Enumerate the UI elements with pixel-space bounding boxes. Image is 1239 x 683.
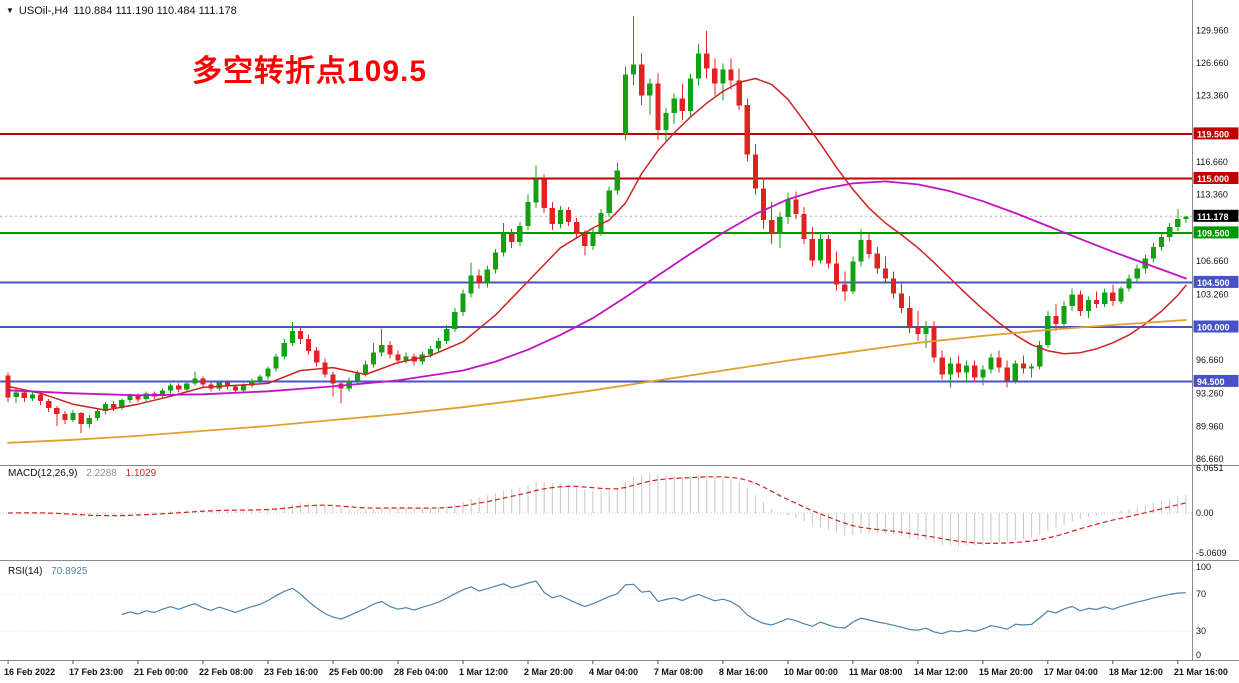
svg-text:115.000: 115.000: [1197, 174, 1229, 184]
macd-panel-layer: [0, 472, 1192, 546]
svg-text:21 Mar 16:00: 21 Mar 16:00: [1174, 667, 1228, 677]
svg-text:16 Feb 2022: 16 Feb 2022: [4, 667, 55, 677]
svg-text:129.960: 129.960: [1196, 25, 1229, 35]
svg-text:116.660: 116.660: [1196, 157, 1228, 167]
ohlc-values: 110.884 111.190 110.484 111.178: [73, 5, 237, 17]
macd-indicator-label: MACD(12,26,9) 2.2288 1.1029: [8, 468, 156, 479]
ma-mid-line[interactable]: [7, 180, 1187, 397]
svg-text:22 Feb 08:00: 22 Feb 08:00: [199, 667, 253, 677]
svg-text:2 Mar 20:00: 2 Mar 20:00: [524, 667, 573, 677]
svg-text:100: 100: [1196, 562, 1211, 572]
svg-text:11 Mar 08:00: 11 Mar 08:00: [849, 667, 903, 677]
annotation-text[interactable]: 多空转折点109.5: [192, 55, 428, 88]
svg-text:6.0651: 6.0651: [1196, 463, 1224, 473]
svg-text:7 Mar 08:00: 7 Mar 08:00: [654, 667, 703, 677]
indicator-axes: 6.0651 0.00 -5.0609 100 70 30 0: [1196, 463, 1227, 660]
time-axis[interactable]: 16 Feb 2022 17 Feb 23:00 21 Feb 00:00 22 Fe…: [4, 660, 1228, 678]
svg-text:17 Feb 23:00: 17 Feb 23:00: [69, 667, 123, 677]
svg-text:0.00: 0.00: [1196, 508, 1214, 518]
svg-text:17 Mar 04:00: 17 Mar 04:00: [1044, 667, 1098, 677]
svg-text:126.660: 126.660: [1196, 58, 1229, 68]
macd-signal-value: 1.1029: [125, 468, 157, 479]
chart-title: ▼ USOil-,H4 110.884 111.190 110.484 111.…: [6, 5, 237, 17]
current-price-badge: [1193, 209, 1239, 222]
price-badge: [1193, 275, 1239, 288]
ma-fast-line[interactable]: [7, 77, 1187, 411]
price-badge: [1193, 374, 1239, 387]
svg-text:111.178: 111.178: [1197, 212, 1229, 222]
rsi-line: [121, 580, 1186, 635]
svg-text:1 Mar 12:00: 1 Mar 12:00: [459, 667, 508, 677]
svg-text:104.500: 104.500: [1197, 278, 1230, 288]
price-badge: [1193, 172, 1239, 184]
symbol-period-label: USOil-,H4: [18, 5, 69, 17]
svg-text:96.660: 96.660: [1196, 355, 1224, 365]
price-badge: [1193, 226, 1239, 239]
svg-text:10 Mar 00:00: 10 Mar 00:00: [784, 667, 838, 677]
horizontal-lines-layer[interactable]: [0, 132, 1192, 383]
svg-text:109.500: 109.500: [1197, 228, 1230, 238]
ma-slow-line[interactable]: [7, 319, 1187, 444]
svg-text:70: 70: [1196, 589, 1206, 599]
price-badge: [1193, 127, 1239, 140]
svg-text:123.360: 123.360: [1196, 91, 1229, 101]
svg-text:100.000: 100.000: [1197, 322, 1230, 332]
rsi-panel-layer: [0, 580, 1192, 635]
svg-text:89.960: 89.960: [1196, 421, 1224, 431]
svg-text:113.360: 113.360: [1196, 190, 1228, 200]
svg-text:23 Feb 16:00: 23 Feb 16:00: [264, 667, 318, 677]
svg-text:94.500: 94.500: [1197, 377, 1225, 387]
svg-text:93.260: 93.260: [1196, 389, 1224, 399]
svg-text:28 Feb 04:00: 28 Feb 04:00: [394, 667, 448, 677]
svg-text:25 Feb 00:00: 25 Feb 00:00: [329, 667, 383, 677]
svg-text:14 Mar 12:00: 14 Mar 12:00: [914, 667, 968, 677]
svg-text:86.660: 86.660: [1196, 454, 1224, 464]
symbol-dropdown-icon[interactable]: ▼: [6, 6, 14, 15]
svg-text:103.260: 103.260: [1196, 290, 1229, 300]
macd-signal-line: [8, 476, 1187, 545]
panel-separators: [0, 0, 1239, 661]
svg-text:4 Mar 04:00: 4 Mar 04:00: [589, 667, 638, 677]
macd-name: MACD(12,26,9): [8, 468, 78, 479]
svg-text:18 Mar 12:00: 18 Mar 12:00: [1109, 667, 1163, 677]
candles-layer: [5, 16, 1189, 433]
rsi-name: RSI(14): [8, 566, 43, 577]
svg-text:8 Mar 16:00: 8 Mar 16:00: [719, 667, 768, 677]
svg-text:0: 0: [1196, 650, 1201, 660]
svg-text:-5.0609: -5.0609: [1196, 548, 1227, 558]
rsi-value: 70.8925: [51, 566, 88, 577]
price-badge: [1193, 320, 1239, 333]
price-axis[interactable]: 129.960 126.660 123.360 116.660 113.360 106.6…: [1193, 25, 1239, 464]
macd-main-value: 2.2288: [86, 468, 117, 479]
rsi-indicator-label: RSI(14) 70.8925: [8, 566, 87, 577]
svg-text:21 Feb 00:00: 21 Feb 00:00: [134, 667, 188, 677]
svg-text:119.500: 119.500: [1197, 129, 1229, 139]
svg-text:15 Mar 20:00: 15 Mar 20:00: [979, 667, 1033, 677]
svg-text:30: 30: [1196, 626, 1206, 636]
svg-text:106.660: 106.660: [1196, 256, 1229, 266]
